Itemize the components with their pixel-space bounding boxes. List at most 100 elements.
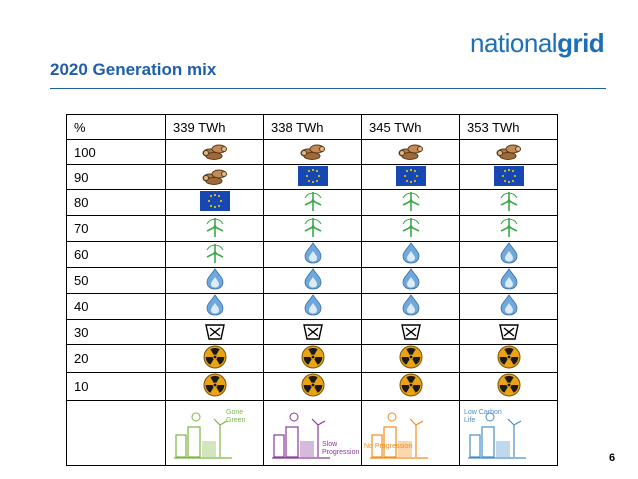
- gas-flame-icon: [205, 294, 225, 319]
- table-row: 30: [66, 319, 558, 345]
- row-label: 10: [66, 372, 166, 401]
- wind-turbine-icon: [204, 216, 226, 241]
- scenario-cell: Slow Progression: [263, 400, 362, 466]
- table-cell: [459, 215, 558, 242]
- gas-flame-icon: [401, 294, 421, 319]
- column-header-scenario-4: 353 TWh: [459, 114, 558, 140]
- scenario-label: No Progression: [364, 443, 413, 450]
- national-grid-logo: nationalgrid: [470, 28, 605, 58]
- coal-icon: [204, 321, 226, 344]
- header-row: % 339 TWh 338 TWh 345 TWh 353 TWh: [66, 114, 558, 140]
- eu-flag-icon: [395, 165, 426, 189]
- table-cell: [165, 164, 264, 190]
- table-cell: [459, 293, 558, 320]
- table-row: 20: [66, 344, 558, 373]
- table-row: 10: [66, 372, 558, 401]
- coal-icon: [302, 321, 324, 344]
- gas-flame-icon: [303, 242, 323, 267]
- biomass-icon: [202, 166, 228, 189]
- nuclear-icon: [301, 373, 325, 400]
- scenario-cell: Low Carbon Life: [459, 400, 558, 466]
- table-cell: [165, 372, 264, 401]
- nuclear-icon: [399, 373, 423, 400]
- eu-flag-icon: [199, 191, 230, 214]
- nuclear-icon: [497, 345, 521, 372]
- gas-flame-icon: [401, 242, 421, 267]
- table-cell: [361, 189, 460, 216]
- generation-mix-table: % 339 TWh 338 TWh 345 TWh 353 TWh 100 90 8…: [66, 114, 558, 466]
- table-row: 40: [66, 293, 558, 320]
- row-label: 70: [66, 215, 166, 242]
- table-cell: [459, 189, 558, 216]
- table-cell: [361, 164, 460, 190]
- table-cell: [165, 344, 264, 373]
- column-header-scenario-2: 338 TWh: [263, 114, 362, 140]
- table-cell: [459, 164, 558, 190]
- table-cell: [165, 293, 264, 320]
- page-number: 6: [609, 452, 616, 464]
- gas-flame-icon: [205, 268, 225, 293]
- table-cell: [263, 344, 362, 373]
- row-label: 40: [66, 293, 166, 320]
- table-cell: [263, 139, 362, 165]
- eu-flag-icon: [297, 165, 328, 189]
- wind-turbine-icon: [302, 190, 324, 215]
- scenario-label: Low Carbon Life: [464, 409, 502, 424]
- table-cell: [263, 189, 362, 216]
- eu-flag-icon: [493, 165, 524, 189]
- table-cell: [459, 267, 558, 294]
- scenario-label: Gone Green: [226, 409, 246, 424]
- table-cell: [459, 372, 558, 401]
- table-cell: [361, 319, 460, 345]
- coal-icon: [498, 321, 520, 344]
- biomass-icon: [496, 141, 522, 164]
- row-label: 30: [66, 319, 166, 345]
- scenario-cell: Gone Green: [165, 400, 264, 466]
- column-header-percent: %: [66, 114, 166, 140]
- wind-turbine-icon: [400, 190, 422, 215]
- table-cell: [263, 241, 362, 268]
- table-cell: [361, 372, 460, 401]
- table-cell: [361, 241, 460, 268]
- table-cell: [165, 267, 264, 294]
- scenario-cell: No Progression: [361, 400, 460, 466]
- gas-flame-icon: [303, 268, 323, 293]
- table-cell: [165, 241, 264, 268]
- table-cell: [263, 267, 362, 294]
- wind-turbine-icon: [498, 190, 520, 215]
- table-row: 80: [66, 189, 558, 216]
- title-divider: [50, 88, 606, 89]
- table-cell: [263, 293, 362, 320]
- coal-icon: [400, 321, 422, 344]
- scenario-illustration-icon: [174, 412, 232, 459]
- table-row: 50: [66, 267, 558, 294]
- table-cell: [165, 215, 264, 242]
- column-header-scenario-3: 345 TWh: [361, 114, 460, 140]
- table-cell: [361, 267, 460, 294]
- row-label: 20: [66, 344, 166, 373]
- scenario-label: Slow Progression: [322, 441, 360, 456]
- table-row: 90: [66, 164, 558, 190]
- table-cell: [361, 215, 460, 242]
- table-cell: [263, 372, 362, 401]
- row-label: 50: [66, 267, 166, 294]
- biomass-icon: [398, 141, 424, 164]
- page-title: 2020 Generation mix: [50, 60, 217, 79]
- table-cell: [459, 319, 558, 345]
- gas-flame-icon: [303, 294, 323, 319]
- row-label: 90: [66, 164, 166, 190]
- scenario-illustration-icon: [468, 412, 526, 459]
- table-cell: [361, 139, 460, 165]
- row-label: 60: [66, 241, 166, 268]
- table-cell: [459, 139, 558, 165]
- table-cell: [165, 319, 264, 345]
- row-label: 80: [66, 189, 166, 216]
- wind-turbine-icon: [302, 216, 324, 241]
- gas-flame-icon: [499, 268, 519, 293]
- nuclear-icon: [203, 345, 227, 372]
- table-cell: [263, 215, 362, 242]
- gas-flame-icon: [401, 268, 421, 293]
- biomass-icon: [202, 141, 228, 164]
- table-cell: [165, 139, 264, 165]
- scenario-illustration-icon: [370, 412, 428, 459]
